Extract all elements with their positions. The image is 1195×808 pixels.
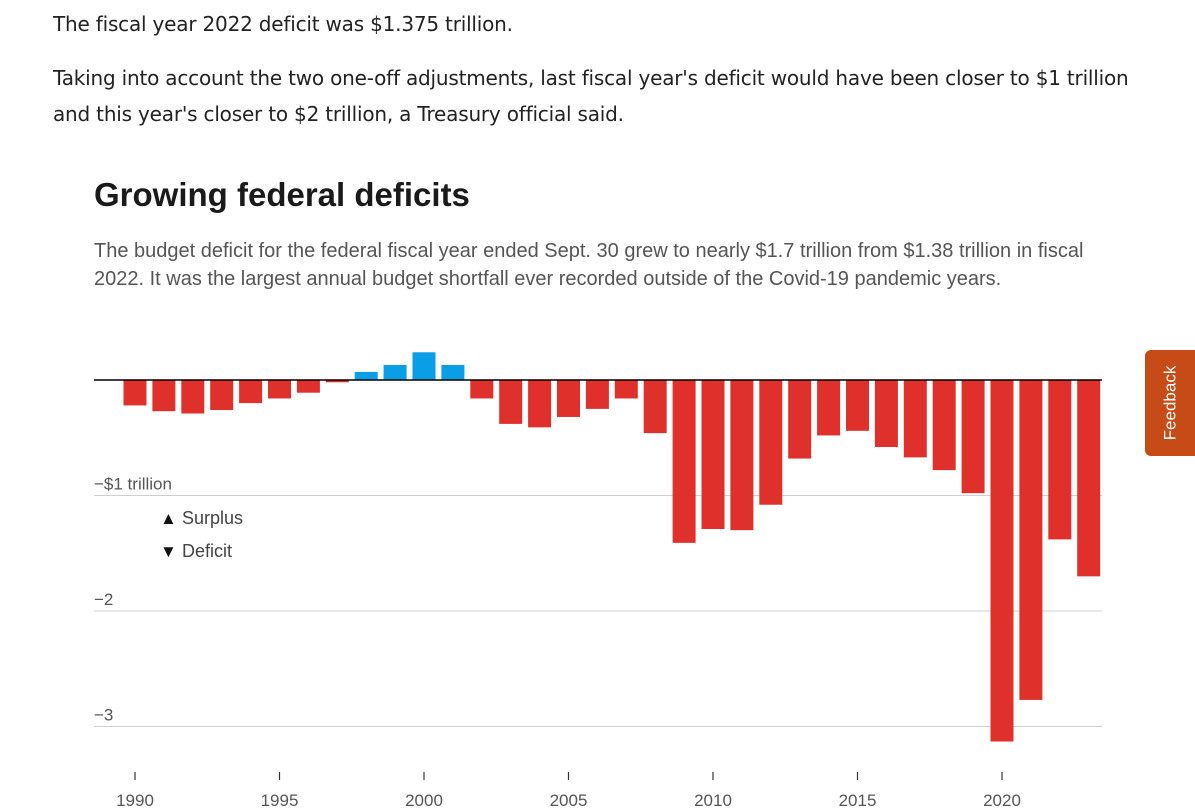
bar-2023 bbox=[1077, 380, 1101, 577]
bar-2006 bbox=[585, 380, 609, 409]
bar-2017 bbox=[903, 380, 927, 458]
surplus-triangle-icon: ▲ bbox=[160, 509, 177, 528]
bar-2013 bbox=[788, 380, 812, 459]
bar-2005 bbox=[557, 380, 580, 417]
bar-1991 bbox=[152, 380, 176, 412]
article-paragraph: The fiscal year 2022 deficit was $1.375 … bbox=[53, 12, 513, 36]
chart-title: Growing federal deficits bbox=[94, 176, 470, 213]
bar-1998 bbox=[354, 371, 378, 380]
bar-2015 bbox=[846, 380, 869, 431]
feedback-label: Feedback bbox=[1160, 365, 1180, 441]
x-tick-label: 1990 bbox=[116, 791, 154, 808]
bar-2009 bbox=[672, 380, 696, 543]
feedback-button[interactable]: Feedback bbox=[1145, 350, 1195, 456]
bar-2007 bbox=[614, 380, 638, 399]
bar-2018 bbox=[932, 380, 956, 471]
bar-2014 bbox=[817, 380, 841, 436]
article-paragraph: Taking into account the two one-off adju… bbox=[53, 66, 1129, 126]
bar-2001 bbox=[441, 364, 465, 380]
chart-subtitle: The budget deficit for the federal fisca… bbox=[94, 240, 1084, 290]
bar-2019 bbox=[961, 380, 985, 494]
bar-1995 bbox=[268, 380, 291, 399]
bar-2011 bbox=[730, 380, 754, 531]
bar-2016 bbox=[874, 380, 898, 447]
bar-1996 bbox=[296, 380, 320, 393]
bar-1999 bbox=[383, 364, 407, 380]
bar-1990 bbox=[123, 380, 147, 406]
deficit-triangle-icon: ▼ bbox=[160, 542, 177, 561]
bar-2020 bbox=[990, 380, 1014, 742]
bar-1993 bbox=[210, 380, 234, 411]
y-tick-label: −$1 trillion bbox=[94, 475, 172, 494]
x-tick-label: 1995 bbox=[261, 791, 299, 808]
bar-2003 bbox=[499, 380, 523, 424]
bar-2012 bbox=[759, 380, 783, 505]
legend-label: Surplus bbox=[182, 508, 243, 528]
x-tick-label: 2010 bbox=[694, 791, 732, 808]
y-tick-label: −3 bbox=[94, 706, 113, 725]
bar-2004 bbox=[528, 380, 552, 428]
x-tick-label: 2015 bbox=[839, 791, 877, 808]
bar-2000 bbox=[412, 352, 436, 380]
bar-2021 bbox=[1019, 380, 1043, 700]
bar-2010 bbox=[701, 380, 725, 529]
bar-2008 bbox=[643, 380, 667, 434]
x-tick-label: 2000 bbox=[405, 791, 443, 808]
x-tick-label: 2020 bbox=[983, 791, 1021, 808]
legend-label: Deficit bbox=[182, 541, 232, 561]
bar-1992 bbox=[181, 380, 205, 414]
bar-1994 bbox=[239, 380, 263, 404]
y-tick-label: −2 bbox=[94, 590, 113, 609]
bar-2002 bbox=[470, 380, 494, 399]
bar-2022 bbox=[1048, 380, 1072, 540]
x-tick-label: 2005 bbox=[550, 791, 588, 808]
bar-1997 bbox=[325, 380, 349, 383]
